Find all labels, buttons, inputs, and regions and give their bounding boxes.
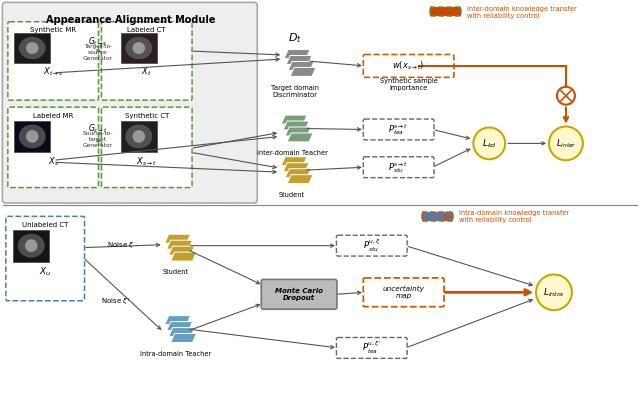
Text: $L_{inter}$: $L_{inter}$ [556, 137, 576, 150]
Ellipse shape [19, 125, 45, 148]
Ellipse shape [26, 42, 38, 54]
FancyBboxPatch shape [422, 212, 453, 221]
Polygon shape [164, 234, 191, 243]
Text: Labeled MR: Labeled MR [33, 113, 74, 119]
FancyBboxPatch shape [8, 22, 99, 100]
Circle shape [557, 87, 575, 105]
Text: $P_{stu}^{u,\xi}$: $P_{stu}^{u,\xi}$ [363, 237, 381, 254]
Ellipse shape [132, 42, 145, 54]
FancyBboxPatch shape [337, 235, 407, 256]
FancyBboxPatch shape [429, 7, 461, 16]
FancyBboxPatch shape [14, 121, 50, 152]
FancyBboxPatch shape [102, 22, 192, 100]
Text: Noise $\xi$: Noise $\xi$ [107, 240, 134, 250]
Text: $G_{t{\to}s}$: $G_{t{\to}s}$ [88, 35, 108, 48]
Polygon shape [283, 121, 309, 130]
FancyBboxPatch shape [364, 278, 444, 307]
Polygon shape [284, 50, 310, 59]
Text: $P_{stu}^{s{\to}t}$: $P_{stu}^{s{\to}t}$ [388, 160, 409, 174]
Polygon shape [169, 246, 195, 255]
Text: $X_{s{\to}t}$: $X_{s{\to}t}$ [136, 155, 157, 168]
Polygon shape [281, 115, 307, 124]
Text: $P_{tea}^{s{\to}t}$: $P_{tea}^{s{\to}t}$ [388, 122, 409, 137]
FancyBboxPatch shape [102, 107, 192, 187]
Text: Target-to-
source
Generator: Target-to- source Generator [83, 44, 113, 61]
Text: Intra-domain Teacher: Intra-domain Teacher [140, 351, 211, 357]
Text: Source-to-
target
Generator: Source-to- target Generator [83, 132, 113, 148]
Text: Appearance Alignment Module: Appearance Alignment Module [46, 15, 216, 25]
Text: Inter-domain knowledge transfer
with reliability control: Inter-domain knowledge transfer with rel… [467, 6, 577, 19]
Text: $L_{intra}$: $L_{intra}$ [543, 286, 564, 299]
Polygon shape [287, 174, 313, 184]
Polygon shape [286, 55, 312, 64]
Text: Synthetic MR: Synthetic MR [30, 27, 76, 33]
Polygon shape [166, 240, 193, 249]
Text: Labeled CT: Labeled CT [127, 27, 166, 33]
Text: uncertainty
map: uncertainty map [383, 286, 424, 299]
Text: $w(x_{s{\to}t})$: $w(x_{s{\to}t})$ [392, 60, 425, 72]
Circle shape [549, 127, 583, 160]
FancyBboxPatch shape [364, 157, 434, 178]
Text: $X_{t{\to}s}$: $X_{t{\to}s}$ [43, 66, 63, 79]
Text: $L_{kd}$: $L_{kd}$ [482, 137, 497, 150]
Text: Synthetic CT: Synthetic CT [125, 113, 169, 119]
FancyBboxPatch shape [6, 217, 84, 301]
Polygon shape [288, 61, 314, 70]
Polygon shape [285, 127, 311, 136]
Text: Student: Student [163, 270, 189, 275]
Polygon shape [281, 157, 307, 166]
FancyBboxPatch shape [121, 33, 157, 63]
Text: Student: Student [279, 192, 305, 198]
Polygon shape [164, 316, 191, 325]
Ellipse shape [125, 37, 152, 59]
Polygon shape [166, 321, 193, 331]
Polygon shape [171, 252, 196, 261]
FancyBboxPatch shape [13, 230, 49, 261]
FancyBboxPatch shape [337, 338, 407, 358]
Text: Inter-domain Teacher: Inter-domain Teacher [257, 151, 328, 156]
Text: Unlabeled CT: Unlabeled CT [22, 222, 68, 228]
FancyBboxPatch shape [14, 33, 50, 63]
Polygon shape [169, 328, 195, 336]
Ellipse shape [125, 125, 152, 148]
Text: Monte Carlo
Dropout: Monte Carlo Dropout [275, 288, 323, 301]
Text: Target domain
Discriminator: Target domain Discriminator [271, 85, 319, 98]
Text: Synthetic sample
importance: Synthetic sample importance [380, 78, 438, 91]
Text: $X_s$: $X_s$ [47, 155, 59, 168]
Ellipse shape [18, 234, 45, 257]
Ellipse shape [19, 37, 45, 59]
Text: $X_u$: $X_u$ [39, 266, 51, 278]
Circle shape [536, 274, 572, 310]
Ellipse shape [26, 130, 38, 143]
FancyBboxPatch shape [261, 279, 337, 309]
Polygon shape [285, 169, 311, 178]
Text: $G_{s{\to}t}$: $G_{s{\to}t}$ [88, 123, 108, 135]
Polygon shape [283, 163, 309, 172]
Text: Noise $\xi'$: Noise $\xi'$ [101, 297, 131, 308]
Circle shape [474, 127, 505, 159]
Ellipse shape [132, 130, 145, 143]
FancyBboxPatch shape [8, 107, 99, 187]
Text: Intra-domain knowledge transfer
with reliability control: Intra-domain knowledge transfer with rel… [460, 210, 570, 223]
Text: $X_t$: $X_t$ [141, 66, 152, 79]
Text: $P_{tea}^{u,\xi'}$: $P_{tea}^{u,\xi'}$ [362, 340, 381, 356]
Text: $D_t$: $D_t$ [288, 31, 302, 45]
Ellipse shape [25, 239, 38, 252]
FancyBboxPatch shape [3, 2, 257, 203]
FancyBboxPatch shape [364, 119, 434, 140]
FancyBboxPatch shape [121, 121, 157, 152]
Polygon shape [290, 68, 316, 76]
Polygon shape [171, 334, 196, 342]
Polygon shape [287, 133, 313, 142]
FancyBboxPatch shape [364, 55, 454, 77]
